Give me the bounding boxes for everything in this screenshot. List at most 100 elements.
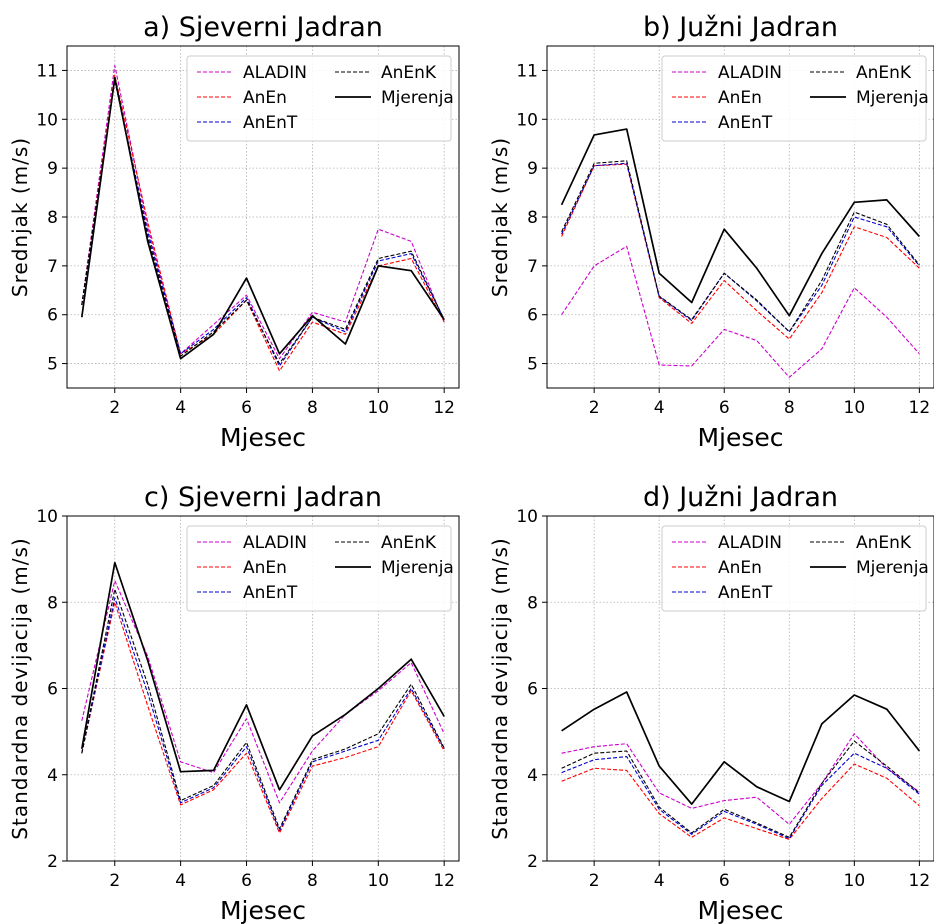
legend-label-d-3: AnEnK — [856, 533, 912, 553]
x-tick-label-a-0: 2 — [109, 398, 120, 418]
x-tick-label-b-0: 2 — [589, 398, 600, 418]
series-line-c-1 — [81, 601, 445, 834]
legend-label-d-1: AnEn — [718, 558, 762, 578]
chart-title-d: d) Južni Jadran — [643, 482, 838, 513]
x-axis-label-c: Mjesec — [220, 896, 306, 924]
legend-label-a-4: Mjerenja — [381, 88, 454, 108]
y-tick-label-c-1: 4 — [47, 766, 58, 786]
y-tick-label-c-3: 8 — [47, 593, 58, 613]
legend-box-d — [661, 525, 927, 612]
series-line-b-4 — [560, 128, 921, 317]
legend-label-b-1: AnEn — [718, 88, 762, 108]
series-line-a-4 — [80, 76, 445, 360]
legend-box-c — [186, 525, 452, 612]
panel-a: 2 4 6 8 10 12 5 6 7 8 9 10 11 a) Sjeverni Jadran Mjese… — [8, 12, 460, 452]
y-tick-label-a-3: 8 — [47, 208, 58, 228]
y-tick-label-c-0: 2 — [47, 852, 58, 872]
legend-label-c-1: AnEn — [243, 558, 287, 578]
legend-label-c-0: ALADIN — [243, 533, 307, 553]
legend-b: ALADIN AnEn AnEnT AnEnK Mjerenja — [661, 55, 929, 142]
legend-label-c-4: Mjerenja — [381, 558, 454, 578]
y-tick-label-a-1: 6 — [47, 306, 58, 326]
chart-title-b: b) Južni Jadran — [643, 12, 838, 43]
x-tick-label-d-3: 8 — [784, 871, 795, 891]
y-tick-label-d-4: 10 — [516, 507, 538, 527]
x-axis-label-b: Mjesec — [697, 423, 783, 452]
series-line-d-1 — [561, 763, 920, 840]
x-tick-label-a-2: 6 — [241, 398, 252, 418]
legend-label-d-2: AnEnT — [718, 583, 773, 603]
legend-label-a-3: AnEnK — [381, 63, 437, 83]
y-tick-label-a-2: 7 — [47, 257, 58, 277]
chart-title-c: c) Sjeverni Jadran — [144, 482, 382, 513]
y-tick-label-b-1: 6 — [527, 306, 538, 326]
x-tick-label-b-2: 6 — [719, 398, 730, 418]
y-tick-label-b-0: 5 — [527, 355, 538, 375]
x-tick-label-b-5: 12 — [909, 398, 931, 418]
x-tick-label-d-0: 2 — [589, 871, 600, 891]
legend-label-d-4: Mjerenja — [856, 558, 929, 578]
legend-box-a — [186, 55, 452, 142]
series-line-d-0 — [561, 733, 920, 825]
legend-d: ALADIN AnEn AnEnT AnEnK Mjerenja — [661, 525, 929, 612]
series-line-a-0 — [81, 64, 445, 360]
y-tick-label-b-6: 11 — [516, 61, 538, 81]
legend-label-b-3: AnEnK — [856, 63, 912, 83]
series-line-d-2 — [561, 752, 920, 840]
legend-label-b-0: ALADIN — [718, 63, 782, 83]
legend-label-c-2: AnEnT — [243, 583, 298, 603]
series-line-d-3 — [561, 740, 920, 838]
y-axis-label-b: Srednjak (m/s) — [488, 137, 512, 297]
series-line-b-2 — [561, 162, 920, 333]
y-tick-label-b-5: 10 — [516, 110, 538, 130]
series-line-a-1 — [81, 74, 445, 372]
legend-box-b — [661, 55, 927, 142]
y-tick-label-b-3: 8 — [527, 208, 538, 228]
legend-label-a-2: AnEnT — [243, 113, 298, 133]
series-line-b-1 — [561, 163, 920, 340]
x-tick-label-d-4: 10 — [844, 871, 866, 891]
series-line-b-3 — [561, 160, 920, 333]
x-axis-label-d: Mjesec — [697, 896, 783, 924]
x-tick-label-c-0: 2 — [109, 871, 120, 891]
series-line-c-0 — [81, 580, 445, 804]
legend-label-a-0: ALADIN — [243, 63, 307, 83]
y-tick-label-d-0: 2 — [527, 852, 538, 872]
series-line-c-3 — [81, 588, 445, 830]
panel-d: 2 4 6 8 10 12 2 4 6 8 10 d) Južni Jadran Mjesec Stand… — [488, 482, 934, 924]
x-tick-label-b-4: 10 — [844, 398, 866, 418]
legend-label-b-2: AnEnT — [718, 113, 773, 133]
x-tick-label-d-5: 12 — [909, 871, 931, 891]
x-tick-label-a-3: 8 — [307, 398, 318, 418]
x-tick-label-b-1: 4 — [654, 398, 665, 418]
legend-label-b-4: Mjerenja — [856, 88, 929, 108]
y-axis-label-d: Standardna devijacija (m/s) — [488, 537, 512, 839]
x-tick-label-a-5: 12 — [433, 398, 455, 418]
y-tick-label-b-2: 7 — [527, 257, 538, 277]
y-tick-label-d-3: 8 — [527, 593, 538, 613]
y-tick-label-a-0: 5 — [47, 355, 58, 375]
legend-label-a-1: AnEn — [243, 88, 287, 108]
legend-a: ALADIN AnEn AnEnT AnEnK Mjerenja — [186, 55, 454, 142]
y-tick-label-c-4: 10 — [36, 507, 58, 527]
series-line-c-2 — [81, 597, 445, 832]
x-tick-label-a-4: 10 — [367, 398, 389, 418]
legend-c: ALADIN AnEn AnEnT AnEnK Mjerenja — [186, 525, 454, 612]
series-line-c-4 — [80, 561, 445, 791]
chart-title-a: a) Sjeverni Jadran — [143, 12, 383, 43]
y-axis-label-c: Standardna devijacija (m/s) — [8, 537, 32, 839]
x-tick-label-c-4: 10 — [367, 871, 389, 891]
x-tick-label-c-2: 6 — [241, 871, 252, 891]
panel-c: 2 4 6 8 10 12 2 4 6 8 10 c) Sjeverni Jadran Mjesec St… — [8, 482, 460, 924]
x-axis-label-a: Mjesec — [220, 423, 306, 452]
y-tick-label-a-5: 10 — [36, 110, 58, 130]
x-tick-label-c-5: 12 — [433, 871, 455, 891]
y-tick-label-c-2: 6 — [47, 680, 58, 700]
x-tick-label-b-3: 8 — [784, 398, 795, 418]
panel-b: 2 4 6 8 10 12 5 6 7 8 9 10 11 b) Južni Jadran Mjesec Sr… — [488, 12, 934, 452]
y-axis-label-a: Srednjak (m/s) — [8, 137, 32, 297]
y-tick-label-a-4: 9 — [47, 159, 58, 179]
legend-label-c-3: AnEnK — [381, 533, 437, 553]
y-tick-label-d-2: 6 — [527, 680, 538, 700]
